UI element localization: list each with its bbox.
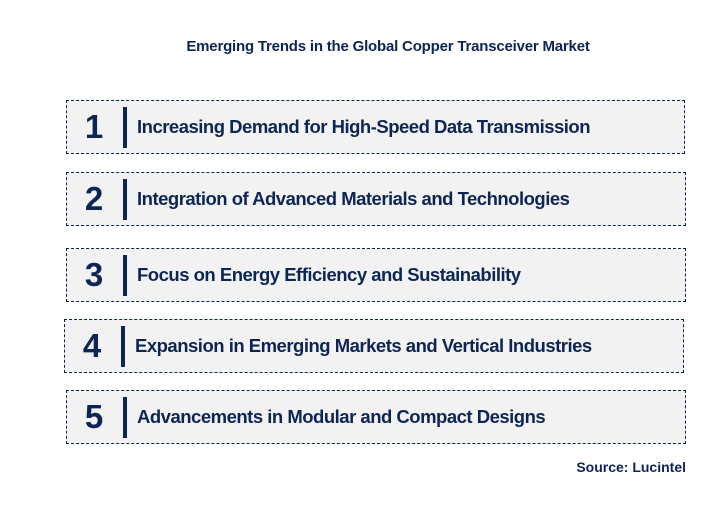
- divider-bar: [123, 107, 127, 148]
- trend-number: 1: [84, 108, 104, 145]
- divider-bar: [123, 255, 127, 296]
- trend-item-1: 1 Increasing Demand for High-Speed Data …: [66, 100, 685, 154]
- diagram-title: Emerging Trends in the Global Copper Tra…: [186, 38, 590, 55]
- trend-label: Integration of Advanced Materials and Te…: [137, 188, 570, 209]
- divider-bar: [123, 179, 127, 220]
- divider-bar: [123, 397, 127, 438]
- trend-label: Focus on Energy Efficiency and Sustainab…: [137, 264, 521, 285]
- trend-item-4: 4 Expansion in Emerging Markets and Vert…: [64, 319, 684, 373]
- trend-number: 2: [84, 180, 104, 217]
- trend-label: Advancements in Modular and Compact Desi…: [137, 406, 546, 427]
- source-note: Source: Lucintel: [576, 459, 686, 475]
- trend-item-5: 5 Advancements in Modular and Compact De…: [66, 390, 686, 444]
- trend-number: 4: [82, 327, 102, 364]
- trend-label: Expansion in Emerging Markets and Vertic…: [135, 335, 592, 356]
- trend-item-2: 2 Integration of Advanced Materials and …: [66, 172, 686, 226]
- trend-item-3: 3 Focus on Energy Efficiency and Sustain…: [66, 248, 686, 302]
- trend-number: 5: [84, 398, 104, 435]
- trend-number: 3: [84, 256, 104, 293]
- trend-label: Increasing Demand for High-Speed Data Tr…: [137, 116, 591, 137]
- divider-bar: [121, 326, 125, 367]
